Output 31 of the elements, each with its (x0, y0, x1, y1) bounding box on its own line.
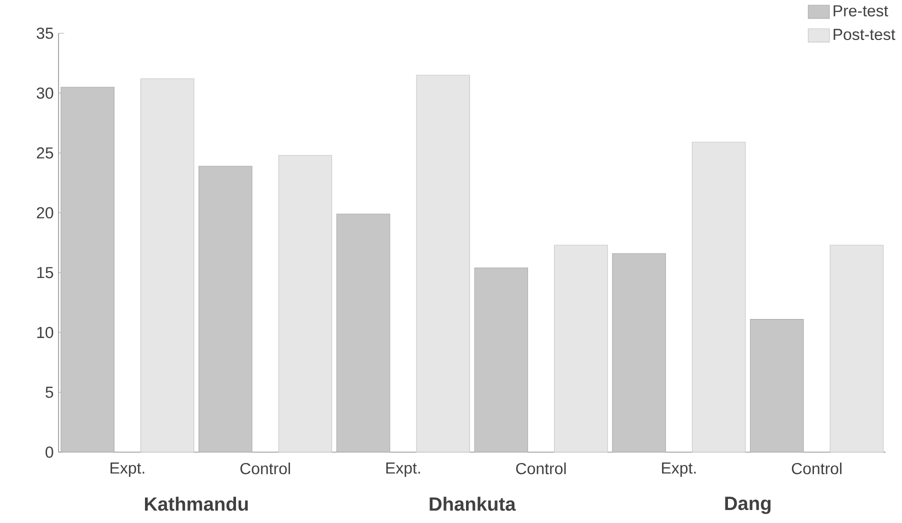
x-tick-label: Control (240, 462, 290, 474)
bar (612, 253, 666, 453)
bar (416, 75, 470, 453)
x-tick-label: Expt. (662, 462, 696, 478)
y-tick-label: 20 (36, 207, 54, 219)
bar (750, 319, 804, 453)
y-tick-label: 15 (37, 267, 54, 278)
bar (830, 245, 884, 453)
legend-label: Post-test (834, 29, 896, 40)
text: Kathmandu (144, 496, 248, 512)
y-tick-label: 35 (36, 28, 54, 40)
legend-label: Pre-test (834, 5, 888, 17)
bar (554, 245, 608, 453)
text: Dang (725, 496, 771, 514)
bar (692, 142, 746, 453)
y-tick-label: 0 (46, 446, 54, 458)
bar (60, 87, 114, 453)
x-tick-label: Control (792, 462, 842, 474)
y-tick-label: 25 (36, 147, 54, 159)
x-tick-label: Control (516, 462, 566, 474)
y-tick-label: 10 (37, 327, 54, 338)
x-tick-label: Expt. (110, 462, 144, 478)
x-tick-label: Expt. (386, 462, 420, 478)
bar (278, 155, 332, 453)
bar (198, 166, 252, 453)
bar (140, 78, 194, 453)
y-tick-label: 30 (36, 88, 54, 99)
text: Dhankuta (430, 496, 516, 512)
bar (336, 214, 390, 453)
bar (474, 268, 528, 453)
y-tick-label: 5 (46, 386, 54, 398)
